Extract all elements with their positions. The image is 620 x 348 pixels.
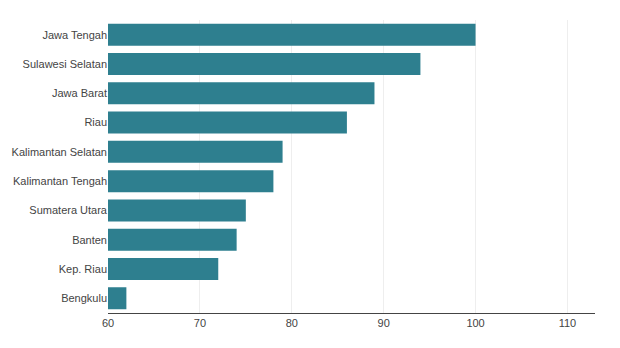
svg-text:Sumatera Utara: Sumatera Utara [29, 204, 108, 216]
svg-text:Kep. Riau: Kep. Riau [59, 263, 107, 275]
svg-text:60: 60 [102, 317, 114, 329]
svg-text:Jawa Barat: Jawa Barat [52, 87, 107, 99]
svg-text:Jawa Tengah: Jawa Tengah [42, 29, 107, 41]
svg-text:90: 90 [378, 317, 390, 329]
svg-text:Bengkulu: Bengkulu [61, 292, 107, 304]
svg-text:70: 70 [194, 317, 206, 329]
svg-text:Riau: Riau [84, 116, 107, 128]
svg-text:Kalimantan Selatan: Kalimantan Selatan [12, 146, 107, 158]
svg-text:100: 100 [466, 317, 484, 329]
svg-text:Kalimantan Tengah: Kalimantan Tengah [13, 175, 107, 187]
svg-text:Banten: Banten [72, 234, 107, 246]
svg-text:80: 80 [286, 317, 298, 329]
svg-text:Sulawesi Selatan: Sulawesi Selatan [23, 58, 107, 70]
svg-text:110: 110 [559, 317, 577, 329]
